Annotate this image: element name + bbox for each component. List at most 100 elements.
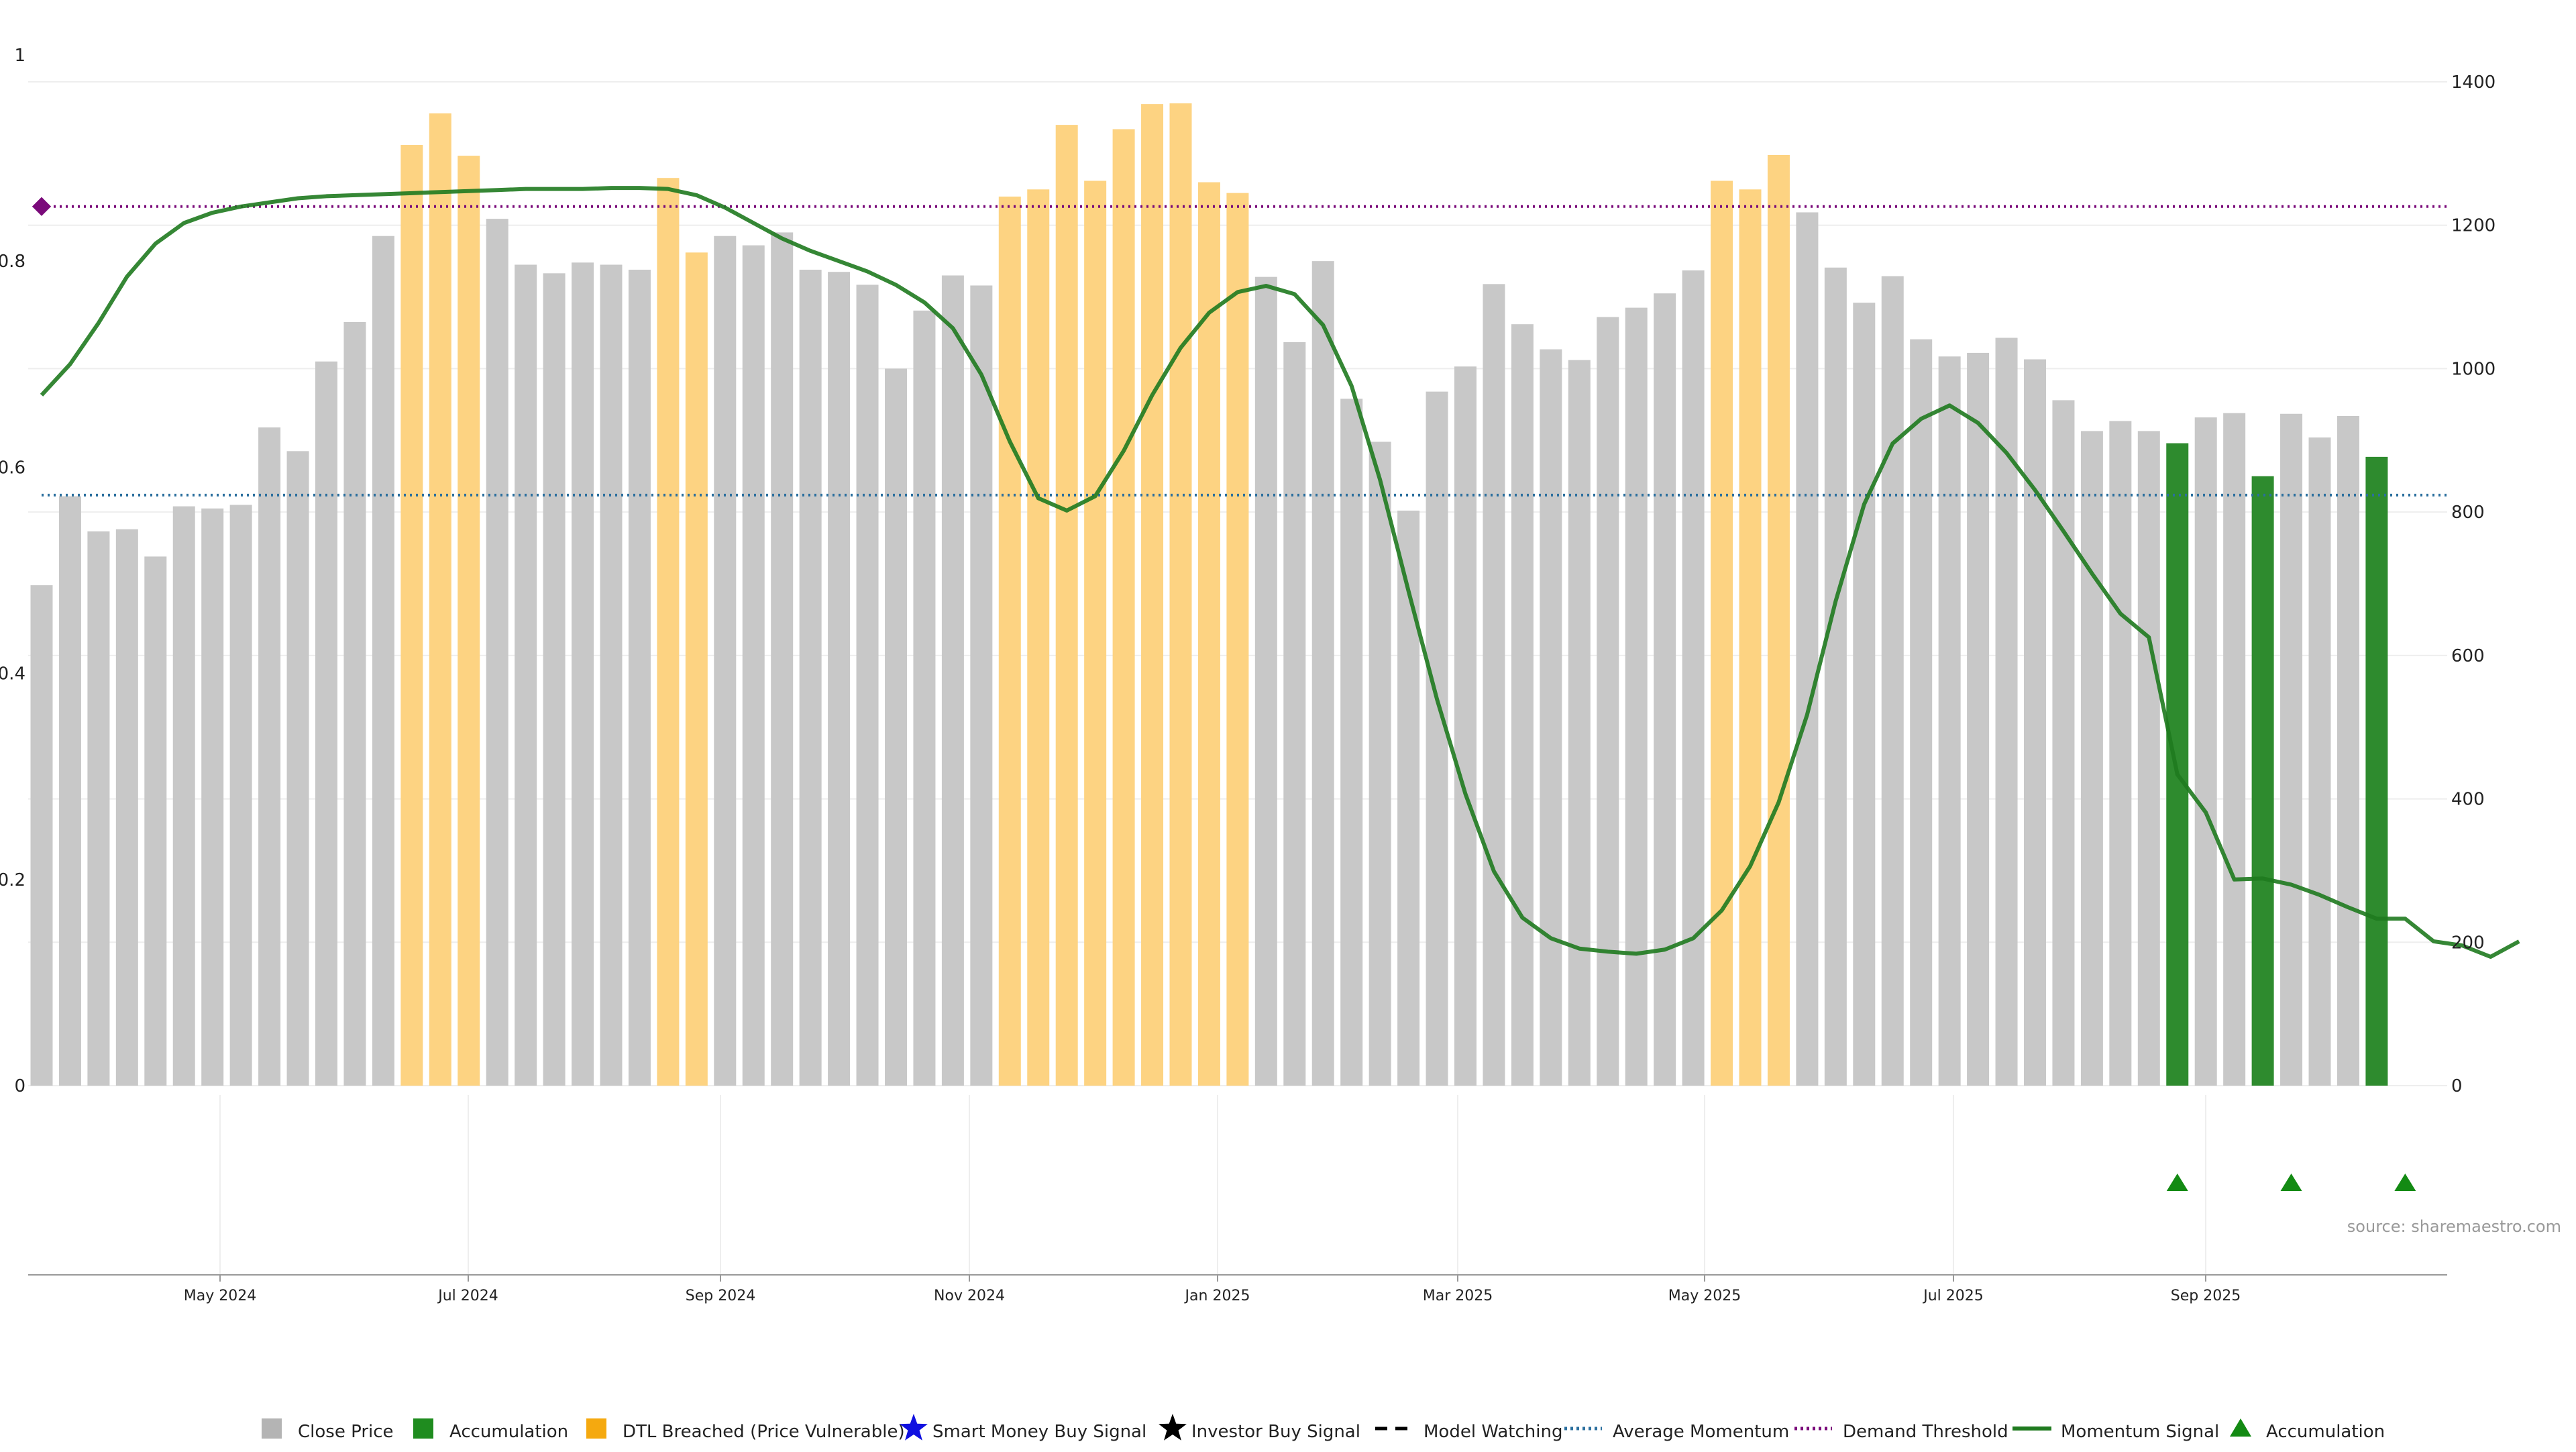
legend-star-icon xyxy=(900,1414,928,1441)
legend-item: DTL Breached (Price Vulnerable) xyxy=(586,1418,905,1442)
close-price-bar xyxy=(87,531,110,1086)
close-price-bar xyxy=(1881,276,1904,1086)
dtl-breached-bar xyxy=(685,252,708,1086)
source-label: source: sharemaestro.com xyxy=(2347,1217,2561,1236)
momentum-line-group xyxy=(40,186,2520,959)
dtl-breached-bar xyxy=(400,145,423,1086)
close-price-bar xyxy=(742,245,765,1086)
dtl-breached-bar xyxy=(1027,189,1050,1086)
close-price-bar xyxy=(2024,359,2046,1086)
close-price-bar xyxy=(913,310,936,1086)
close-price-bar xyxy=(1654,293,1676,1086)
close-price-bar xyxy=(1254,276,1277,1086)
dtl-breached-bar xyxy=(1226,193,1249,1086)
legend-label: Accumulation xyxy=(449,1422,568,1442)
close-price-bar xyxy=(2337,415,2359,1086)
right-axis-tick-label: 800 xyxy=(2451,503,2485,523)
x-axis-tick-label: Sep 2024 xyxy=(686,1288,755,1304)
close-price-bar xyxy=(286,451,309,1086)
close-price-bar xyxy=(115,529,138,1086)
close-price-bar xyxy=(201,508,224,1086)
close-price-bar xyxy=(1938,356,1961,1086)
close-price-bar xyxy=(1796,212,1819,1086)
dtl-breached-bar xyxy=(1055,125,1078,1086)
axes: 0 200 400 600 800 1000 1200 1400 0 0.2 0.4 0.6 0.8 1 M… xyxy=(0,46,2496,1304)
close-price-bar xyxy=(1967,352,1990,1086)
accumulation-bar xyxy=(2251,476,2274,1086)
close-price-bar xyxy=(2194,417,2217,1086)
close-price-bar xyxy=(2280,413,2303,1086)
close-price-bar xyxy=(1397,511,1420,1086)
close-price-bar xyxy=(600,264,623,1086)
legend-item: Demand Threshold xyxy=(1794,1422,2008,1442)
legend-star-icon xyxy=(1159,1414,1187,1441)
dtl-breached-bar xyxy=(1767,154,1790,1086)
left-axis-tick-label: 0.2 xyxy=(0,870,25,890)
legend-label: Average Momentum xyxy=(1613,1422,1789,1442)
close-price-bar xyxy=(2137,431,2160,1086)
close-price-bar xyxy=(1597,317,1619,1086)
legend-swatch xyxy=(413,1418,433,1439)
dtl-breached-bar xyxy=(1141,104,1164,1086)
legend-label: DTL Breached (Price Vulnerable) xyxy=(623,1422,905,1442)
x-axis-tick-label: Mar 2025 xyxy=(1423,1288,1493,1304)
right-axis-tick-label: 200 xyxy=(2451,933,2485,953)
x-axis-tick-label: Sep 2025 xyxy=(2171,1288,2241,1304)
close-price-bar xyxy=(799,269,822,1086)
price-bars xyxy=(30,103,2388,1086)
close-price-bar xyxy=(828,272,851,1086)
close-price-bar xyxy=(1540,349,1562,1086)
close-price-bar xyxy=(1824,267,1847,1086)
legend-swatch xyxy=(262,1418,282,1439)
close-price-bar xyxy=(856,284,879,1086)
legend-item: Accumulation xyxy=(413,1418,568,1442)
close-price-bar xyxy=(543,273,566,1086)
dtl-breached-bar xyxy=(429,113,451,1086)
close-price-bar xyxy=(771,232,794,1086)
dtl-breached-bar xyxy=(1197,182,1220,1086)
right-axis-tick-label: 600 xyxy=(2451,646,2485,666)
close-price-bar xyxy=(714,236,737,1086)
left-axis-tick-label: 0.8 xyxy=(0,252,25,272)
accumulation-markers xyxy=(2166,1174,2416,1191)
right-axis-tick-label: 1400 xyxy=(2451,72,2496,93)
close-price-bar xyxy=(1625,307,1648,1086)
accumulation-marker xyxy=(2394,1174,2416,1191)
close-price-bar xyxy=(1511,324,1534,1086)
legend-label: Close Price xyxy=(298,1422,394,1442)
legend-item: Smart Money Buy Signal xyxy=(900,1414,1146,1442)
accumulation-bar xyxy=(2365,456,2388,1086)
close-price-bar xyxy=(343,321,366,1086)
dtl-breached-bar xyxy=(1169,103,1192,1086)
legend-swatch xyxy=(586,1418,606,1439)
dtl-breached-bar xyxy=(1739,189,1762,1086)
legend-label: Investor Buy Signal xyxy=(1191,1422,1360,1442)
close-price-bar xyxy=(1454,366,1477,1086)
close-price-bar xyxy=(2223,413,2246,1086)
legend-item: Average Momentum xyxy=(1564,1422,1789,1442)
dtl-breached-bar xyxy=(458,156,480,1086)
close-price-bar xyxy=(1483,284,1505,1086)
dtl-breached-bar xyxy=(998,196,1021,1086)
dtl-breached-bar xyxy=(1711,180,1733,1086)
legend-label: Momentum Signal xyxy=(2061,1422,2219,1442)
close-price-bar xyxy=(1426,391,1448,1086)
x-axis-tick-label: Jul 2024 xyxy=(437,1288,498,1304)
close-price-bar xyxy=(2080,431,2103,1086)
close-price-bar xyxy=(941,275,964,1086)
accumulation-marker xyxy=(2166,1174,2188,1191)
close-price-bar xyxy=(58,496,81,1086)
left-axis-tick-label: 1 xyxy=(14,46,25,66)
legend-item: Investor Buy Signal xyxy=(1159,1414,1360,1442)
close-price-bar xyxy=(258,427,281,1086)
legend-item: Momentum Signal xyxy=(2012,1422,2219,1442)
x-axis-tick-label: Nov 2024 xyxy=(934,1288,1005,1304)
momentum-signal-line xyxy=(40,186,2520,959)
close-price-bar xyxy=(144,556,167,1086)
legend-label: Accumulation xyxy=(2266,1422,2385,1442)
close-price-bar xyxy=(628,269,651,1086)
close-price-bar xyxy=(970,285,993,1086)
right-axis-tick-label: 400 xyxy=(2451,790,2485,810)
